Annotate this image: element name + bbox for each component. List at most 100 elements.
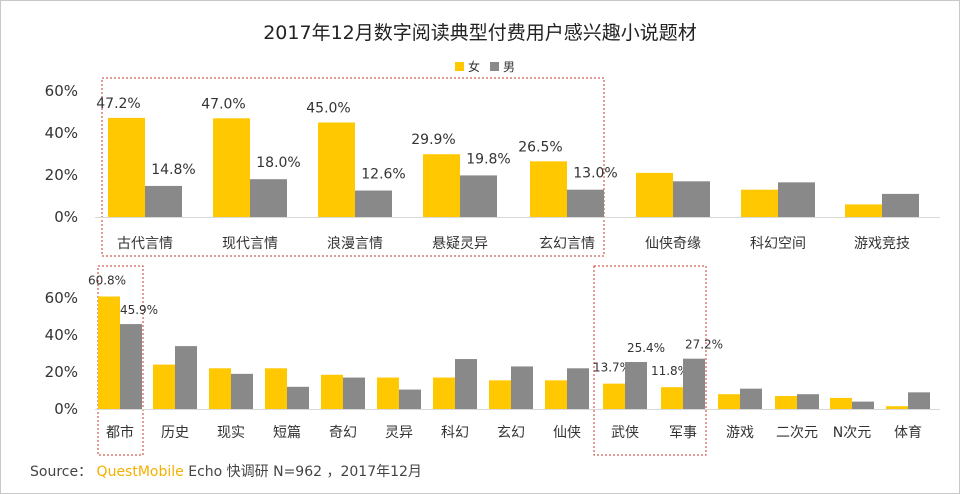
data-label-0-female-2: 45.0% xyxy=(306,101,350,117)
bar-1-male-3 xyxy=(287,386,309,409)
category-label-1-0: 都市 xyxy=(106,424,134,441)
legend: 女 男 xyxy=(455,58,521,75)
legend-item-male: 男 xyxy=(490,58,515,75)
data-label-0-male-3: 19.8% xyxy=(466,151,510,167)
data-label-0-female-0: 47.2% xyxy=(96,96,140,112)
bar-1-female-8 xyxy=(545,380,567,409)
bar-0-female-4 xyxy=(530,161,567,217)
y-tick-label-1-1: 20% xyxy=(45,363,78,381)
bar-1-female-11 xyxy=(718,394,740,409)
bar-1-female-12 xyxy=(775,396,797,409)
category-label-1-4: 奇幻 xyxy=(329,424,357,441)
category-label-1-5: 灵异 xyxy=(385,425,413,441)
category-label-0-4: 玄幻言情 xyxy=(539,235,595,252)
category-label-0-7: 游戏竞技 xyxy=(854,235,910,252)
highlight-box-1-1 xyxy=(593,265,707,456)
category-label-1-13: N次元 xyxy=(833,425,871,441)
bar-1-male-0 xyxy=(120,324,142,409)
bar-0-male-5 xyxy=(673,181,710,217)
source-rest: Echo 快调研 N=962 ，2017年12月 xyxy=(188,464,422,480)
data-label-0-male-0: 14.8% xyxy=(151,162,195,178)
y-tick-label-0-3: 60% xyxy=(45,82,78,100)
category-label-0-0: 古代言情 xyxy=(117,236,173,252)
chart-title: 2017年12月数字阅读典型付费用户感兴趣小说题材 xyxy=(263,22,697,44)
category-label-1-14: 体育 xyxy=(894,425,922,441)
bar-1-female-6 xyxy=(433,377,455,409)
data-label-0-male-4: 13.0% xyxy=(573,166,617,182)
bar-1-female-9 xyxy=(603,383,625,409)
category-label-1-8: 仙侠 xyxy=(553,425,581,441)
bar-0-male-1 xyxy=(250,179,287,217)
data-label-0-female-1: 47.0% xyxy=(201,96,245,112)
bar-1-male-10 xyxy=(683,358,705,409)
source-brand: QuestMobile xyxy=(96,464,184,480)
source-note: Source： QuestMobile Echo 快调研 N=962 ，2017… xyxy=(30,461,422,481)
bar-0-female-2 xyxy=(318,122,355,217)
category-label-1-11: 游戏 xyxy=(726,425,754,441)
bar-0-female-0 xyxy=(108,117,145,217)
bar-1-female-13 xyxy=(830,397,852,409)
category-label-0-6: 科幻空间 xyxy=(750,236,806,252)
y-tick-label-1-3: 60% xyxy=(45,289,78,307)
category-label-1-2: 现实 xyxy=(217,425,245,441)
bar-0-male-0 xyxy=(145,185,182,217)
bar-1-male-9 xyxy=(625,362,647,409)
legend-swatch-female xyxy=(455,62,464,71)
data-label-1-female-10: 11.8% xyxy=(651,364,689,378)
category-label-0-5: 仙侠奇缘 xyxy=(645,235,701,252)
bar-0-male-7 xyxy=(882,193,919,217)
data-label-1-male-0: 45.9% xyxy=(120,303,158,317)
bar-1-male-14 xyxy=(908,392,930,409)
bar-0-female-3 xyxy=(423,154,460,217)
category-label-1-7: 玄幻 xyxy=(497,424,525,441)
bar-1-female-2 xyxy=(209,368,231,409)
data-label-1-male-9: 25.4% xyxy=(627,341,665,355)
bar-1-female-10 xyxy=(661,387,683,409)
bar-1-male-4 xyxy=(343,377,365,409)
data-label-0-female-4: 26.5% xyxy=(518,139,562,155)
bar-0-female-1 xyxy=(213,118,250,217)
bar-1-female-1 xyxy=(153,364,175,409)
bar-0-female-5 xyxy=(636,172,673,217)
bar-0-female-6 xyxy=(741,189,778,217)
category-label-1-9: 武侠 xyxy=(611,425,639,441)
category-label-1-6: 科幻 xyxy=(441,425,469,441)
bar-0-male-6 xyxy=(778,182,815,217)
bar-1-male-8 xyxy=(567,368,589,409)
bar-1-female-0 xyxy=(98,296,120,409)
legend-item-female: 女 xyxy=(455,58,480,75)
data-label-1-male-10: 27.2% xyxy=(685,338,723,352)
y-tick-label-0-1: 20% xyxy=(45,166,78,184)
legend-swatch-male xyxy=(490,62,500,71)
source-prefix: Source： xyxy=(30,464,93,480)
bar-0-female-7 xyxy=(845,204,882,217)
category-label-1-1: 历史 xyxy=(161,425,189,441)
bar-1-male-12 xyxy=(797,394,819,409)
bar-1-male-6 xyxy=(455,359,477,409)
legend-label-female: 女 xyxy=(468,60,481,74)
y-tick-label-1-2: 40% xyxy=(45,326,78,344)
bar-1-female-3 xyxy=(265,368,287,409)
legend-label-male: 男 xyxy=(503,60,516,74)
category-label-1-10: 军事 xyxy=(669,425,697,441)
bar-1-female-5 xyxy=(377,377,399,409)
bar-1-female-4 xyxy=(321,374,343,409)
y-tick-label-1-0: 0% xyxy=(54,400,78,418)
bar-0-male-2 xyxy=(355,190,392,217)
category-label-0-3: 悬疑灵异 xyxy=(432,236,488,252)
y-tick-label-0-0: 0% xyxy=(54,208,78,226)
category-label-0-2: 浪漫言情 xyxy=(327,236,383,252)
data-label-0-female-3: 29.9% xyxy=(411,132,455,148)
bar-1-male-11 xyxy=(740,388,762,409)
bar-1-male-7 xyxy=(511,366,533,409)
bar-1-female-14 xyxy=(886,406,908,409)
category-label-1-3: 短篇 xyxy=(273,425,301,441)
y-tick-label-0-2: 40% xyxy=(45,124,78,142)
bar-1-male-1 xyxy=(175,346,197,409)
data-label-0-male-2: 12.6% xyxy=(361,167,405,183)
bar-0-male-3 xyxy=(460,175,497,217)
data-label-1-female-0: 60.8% xyxy=(88,274,126,288)
data-label-0-male-1: 18.0% xyxy=(256,155,300,171)
category-label-0-1: 现代言情 xyxy=(222,236,278,252)
